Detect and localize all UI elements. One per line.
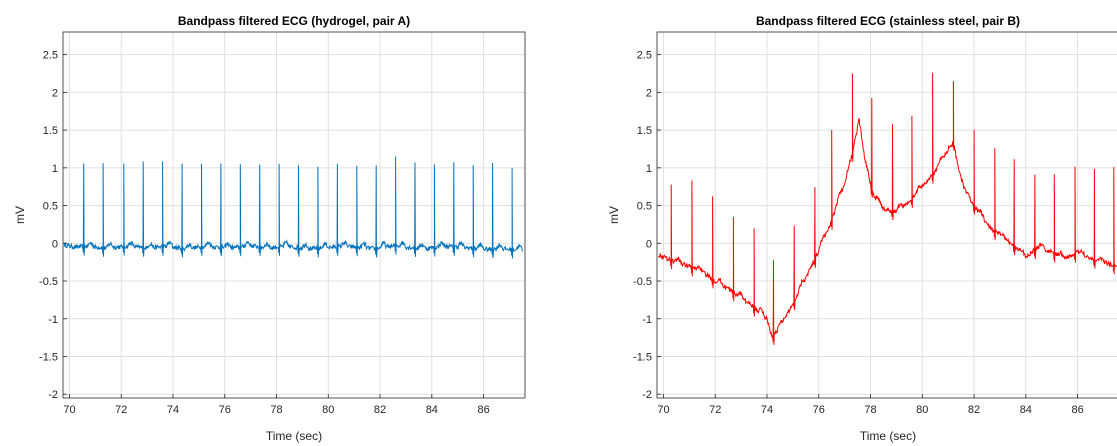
plot-left: -2 -1.5 -1 -0.5 0 0.5 1 1.5 2 2.5 70 72 74 76 78 80 82 84… — [13, 14, 526, 443]
plot-left-area — [63, 32, 525, 398]
xtick-label-left: 72 — [115, 404, 127, 416]
ytick-label-right: -1.5 — [633, 351, 652, 363]
plot-right: -2 -1.5 -1 -0.5 0 0.5 1 1.5 2 2.5 70 72 74 76 78 80 82 84… — [607, 14, 1117, 443]
plot-right-frame — [656, 31, 1117, 399]
xtick-label-left: 84 — [426, 404, 438, 416]
ytick-label-right: 2 — [646, 87, 652, 99]
plot-left-title: Bandpass filtered ECG (hydrogel, pair A) — [178, 14, 410, 28]
plot-right-ylabel: mV — [607, 206, 621, 224]
ytick-label-left: -1.5 — [39, 351, 58, 363]
plot-right-series — [657, 72, 1117, 345]
ytick-label-left: 2.5 — [43, 50, 58, 62]
plot-left-series — [63, 156, 523, 259]
plot-left-frame — [62, 31, 526, 399]
ytick-label-right: -1 — [642, 314, 652, 326]
ytick-label-right: 2.5 — [637, 50, 652, 62]
ytick-label-left: -2 — [48, 389, 58, 401]
xtick-label-right: 70 — [657, 404, 669, 416]
xtick-label-left: 80 — [322, 404, 334, 416]
ecg-trace-right — [657, 72, 1117, 345]
xtick-label-left: 76 — [219, 404, 231, 416]
ytick-label-right: 1 — [646, 163, 652, 175]
xtick-label-right: 72 — [709, 404, 721, 416]
ytick-label-left: -1 — [48, 314, 58, 326]
xtick-label-right: 86 — [1071, 404, 1083, 416]
plot-right-area — [657, 32, 1117, 398]
xtick-label-left: 70 — [63, 404, 75, 416]
xtick-label-right: 74 — [761, 404, 773, 416]
plot-right-ticks: -2 -1.5 -1 -0.5 0 0.5 1 1.5 2 2.5 70 72 74 76 78 80 82 84… — [633, 50, 1084, 416]
xtick-label-right: 84 — [1020, 404, 1032, 416]
ytick-label-right: -2 — [642, 389, 652, 401]
ytick-label-left: 1.5 — [43, 125, 58, 137]
ytick-label-left: 1 — [52, 163, 58, 175]
plot-left-ylabel: mV — [13, 206, 27, 224]
ytick-label-left: 0.5 — [43, 201, 58, 213]
ytick-label-right: 1.5 — [637, 125, 652, 137]
xtick-label-left: 74 — [167, 404, 179, 416]
ytick-label-left: 0 — [52, 238, 58, 250]
ecg-trace-left — [63, 156, 523, 259]
ytick-label-right: 0 — [646, 238, 652, 250]
ytick-label-right: -0.5 — [633, 276, 652, 288]
plot-right-xlabel: Time (sec) — [860, 429, 916, 443]
plot-left-ticks: -2 -1.5 -1 -0.5 0 0.5 1 1.5 2 2.5 70 72 74 76 78 80 82 84… — [39, 50, 490, 416]
ytick-label-right: 0.5 — [637, 201, 652, 213]
plot-left-grid — [63, 32, 525, 398]
xtick-label-left: 82 — [374, 404, 386, 416]
plot-left-xlabel: Time (sec) — [266, 429, 322, 443]
ytick-label-left: -0.5 — [39, 276, 58, 288]
xtick-label-left: 86 — [477, 404, 489, 416]
plot-right-title: Bandpass filtered ECG (stainless steel, … — [756, 14, 1020, 28]
xtick-label-right: 82 — [968, 404, 980, 416]
ytick-label-left: 2 — [52, 87, 58, 99]
plot-right-grid — [657, 32, 1117, 398]
xtick-label-right: 78 — [864, 404, 876, 416]
xtick-label-right: 76 — [813, 404, 825, 416]
xtick-label-left: 78 — [270, 404, 282, 416]
xtick-label-right: 80 — [916, 404, 928, 416]
